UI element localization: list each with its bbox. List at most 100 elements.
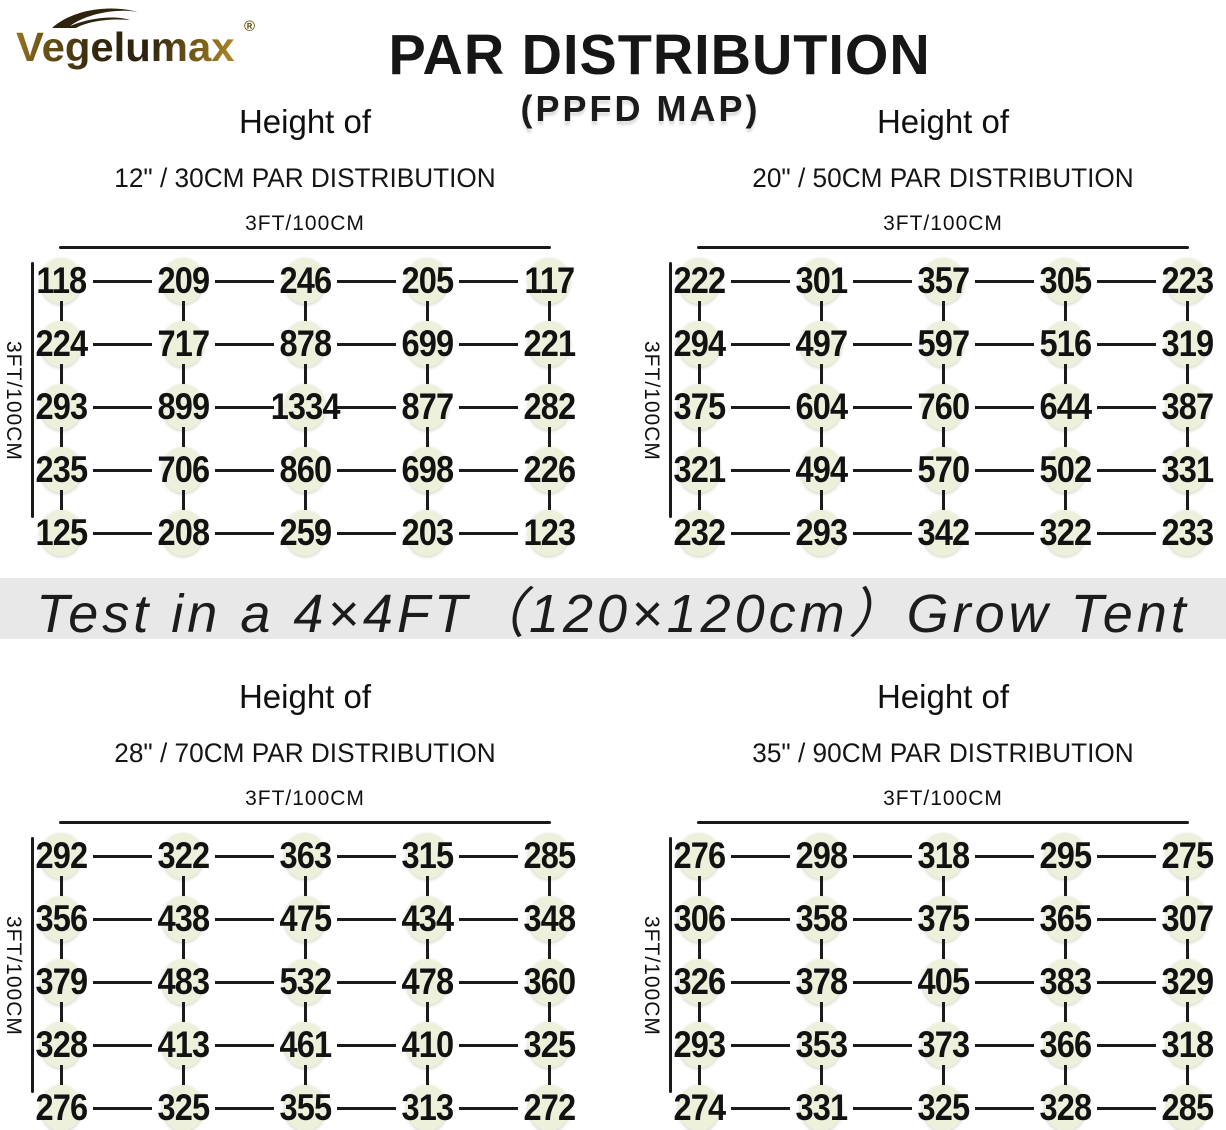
- node-circle: [406, 1021, 448, 1068]
- connector-line-horizontal: [731, 854, 790, 858]
- connector-line-vertical: [942, 875, 945, 900]
- connector-line-horizontal: [1097, 342, 1156, 346]
- connector-line-vertical: [426, 875, 429, 900]
- ppfd-row: 293 899 1334 877 282: [25, 375, 585, 451]
- y-axis-label: 3FT/100CM: [640, 916, 663, 1036]
- node-circle: [528, 895, 570, 942]
- ppfd-value: 438: [157, 897, 210, 939]
- ppfd-node: 497: [785, 312, 912, 388]
- ppfd-value: 125: [35, 511, 88, 553]
- brand-logo-text: Vegelumax: [16, 24, 235, 70]
- connector-line-vertical: [1064, 1064, 1067, 1089]
- node-circle: [406, 895, 448, 942]
- ppfd-value: 325: [523, 1023, 576, 1065]
- connector-line-horizontal: [337, 1043, 396, 1047]
- node-circle: [284, 1084, 326, 1130]
- node-circle: [528, 320, 570, 367]
- connector-line-vertical: [1064, 489, 1067, 514]
- connector-line-horizontal: [93, 1106, 152, 1110]
- ppfd-row: 328 413 461 410 325: [25, 1013, 585, 1089]
- ppfd-value: 363: [279, 834, 332, 876]
- ppfd-node: 356: [25, 887, 152, 963]
- node-circle: [1044, 320, 1086, 367]
- ppfd-value: 375: [917, 897, 970, 939]
- connector-line-vertical: [182, 938, 185, 963]
- ppfd-value: 375: [673, 385, 726, 427]
- par-grid-section-50cm: Height of 20" / 50CM PAR DISTRIBUTION 3F…: [613, 103, 1226, 564]
- ppfd-value: 597: [917, 322, 970, 364]
- connector-line-vertical: [820, 1064, 823, 1089]
- ppfd-node: 438: [147, 887, 274, 963]
- ppfd-value: 276: [35, 1086, 88, 1128]
- connector-line-horizontal: [975, 342, 1034, 346]
- ppfd-value: 285: [1161, 1086, 1214, 1128]
- connector-line-horizontal: [975, 980, 1034, 984]
- ppfd-row: 276 298 318 295 275: [663, 824, 1223, 900]
- connector-line-vertical: [942, 426, 945, 451]
- ppfd-node: 293: [663, 1013, 790, 1089]
- connector-line-vertical: [182, 426, 185, 451]
- node-circle: [406, 257, 448, 304]
- ppfd-value: 699: [401, 322, 454, 364]
- connector-line-vertical: [304, 300, 307, 325]
- connector-line-horizontal: [731, 468, 790, 472]
- ppfd-row: 306 358 375 365 307: [663, 887, 1223, 963]
- node-circle: [800, 832, 842, 879]
- connector-line-vertical: [548, 875, 551, 900]
- ppfd-value: 223: [1161, 259, 1214, 301]
- connector-line-horizontal: [459, 279, 518, 283]
- ppfd-node: 318: [907, 824, 1034, 900]
- ppfd-value: 410: [401, 1023, 454, 1065]
- ppfd-value: 246: [279, 259, 332, 301]
- node-circle: [40, 832, 82, 879]
- ppfd-node: 353: [785, 1013, 912, 1089]
- ppfd-node: 123: [513, 501, 585, 564]
- ppfd-node: 259: [269, 501, 396, 564]
- ppfd-node: 235: [25, 438, 152, 514]
- connector-line-vertical: [426, 363, 429, 388]
- node-circle: [1166, 509, 1208, 556]
- connector-line-vertical: [1186, 1001, 1189, 1026]
- connector-line-vertical: [820, 489, 823, 514]
- node-circle: [406, 509, 448, 556]
- connector-line-vertical: [820, 300, 823, 325]
- connector-line-horizontal: [975, 531, 1034, 535]
- ppfd-node: 532: [269, 950, 396, 1026]
- ppfd-node: 355: [269, 1076, 396, 1130]
- ppfd-node: 208: [147, 501, 274, 564]
- ppfd-node: 285: [1151, 1076, 1223, 1130]
- ppfd-row: 326 378 405 383 329: [663, 950, 1223, 1026]
- node-circle: [1044, 1021, 1086, 1068]
- ppfd-value: 313: [401, 1086, 454, 1128]
- ppfd-value: 342: [917, 511, 970, 553]
- ppfd-node: 274: [663, 1076, 790, 1130]
- registered-trademark: ®: [244, 18, 256, 35]
- ppfd-value: 405: [917, 960, 970, 1002]
- node-circle: [528, 1021, 570, 1068]
- node-circle: [284, 257, 326, 304]
- ppfd-node: 275: [1151, 824, 1223, 900]
- connector-line-horizontal: [215, 917, 274, 921]
- height-of-label: Height of: [876, 103, 1010, 140]
- connector-line-horizontal: [215, 1106, 274, 1110]
- ppfd-value: 353: [795, 1023, 848, 1065]
- connector-line-horizontal: [459, 917, 518, 921]
- node-circle: [800, 446, 842, 493]
- node-circle: [678, 446, 720, 493]
- connector-line-horizontal: [1097, 405, 1156, 409]
- node-circle: [800, 1021, 842, 1068]
- node-circle: [528, 509, 570, 556]
- connector-line-vertical: [820, 363, 823, 388]
- ppfd-value: 329: [1161, 960, 1214, 1002]
- node-circle: [162, 446, 204, 493]
- ppfd-node: 292: [25, 824, 152, 900]
- connector-line-vertical: [60, 363, 63, 388]
- ppfd-value: 355: [279, 1086, 332, 1128]
- ppfd-value: 899: [157, 385, 210, 427]
- node-circle: [678, 1084, 720, 1130]
- connector-line-vertical: [304, 1064, 307, 1089]
- node-circle: [284, 958, 326, 1005]
- ppfd-value: 322: [157, 834, 210, 876]
- ppfd-node: 205: [391, 249, 518, 325]
- node-circle: [406, 383, 448, 430]
